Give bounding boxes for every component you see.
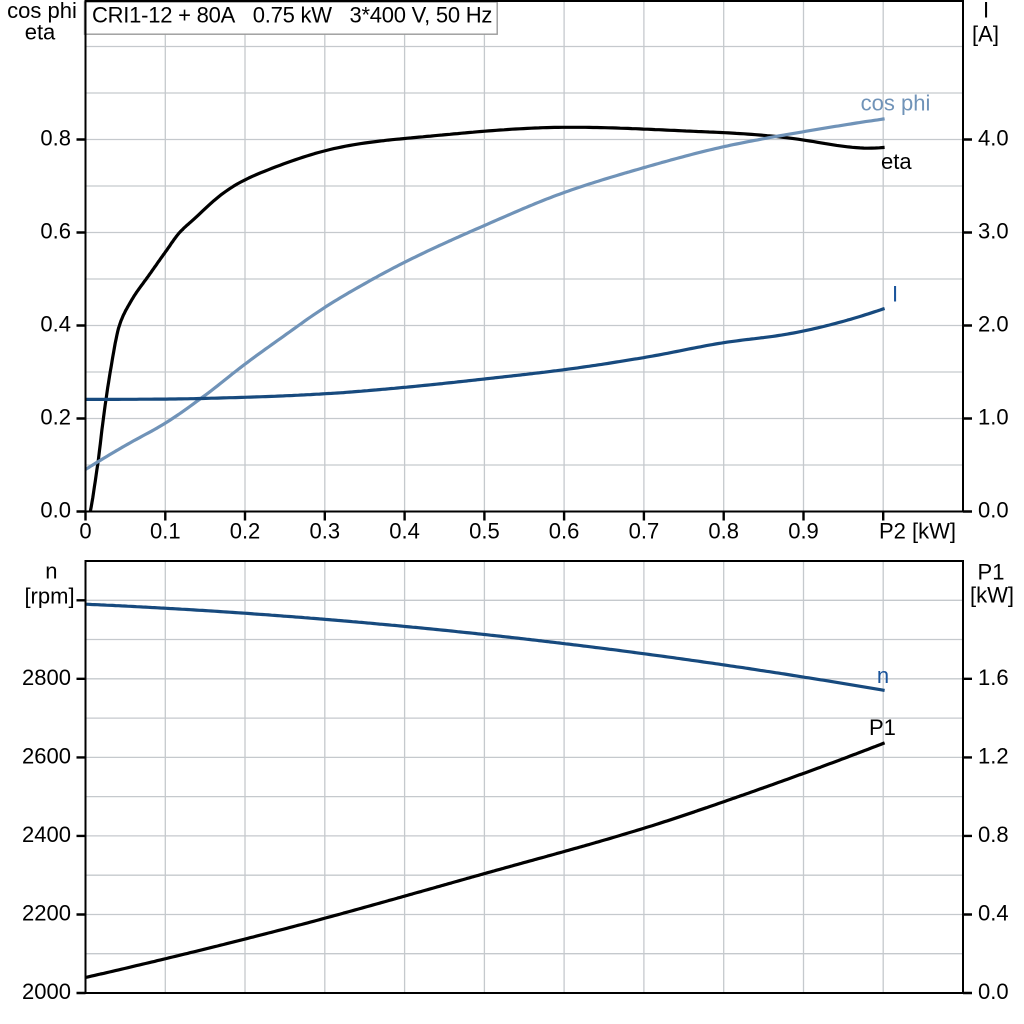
svg-text:0.4: 0.4 bbox=[978, 901, 1009, 926]
svg-text:2.0: 2.0 bbox=[978, 312, 1009, 337]
svg-text:0.6: 0.6 bbox=[40, 219, 71, 244]
svg-text:0.8: 0.8 bbox=[40, 126, 71, 151]
svg-text:0.6: 0.6 bbox=[549, 519, 580, 544]
svg-text:cos phi: cos phi bbox=[7, 0, 77, 23]
svg-text:0.0: 0.0 bbox=[978, 498, 1009, 523]
svg-text:0.3: 0.3 bbox=[310, 519, 341, 544]
svg-text:[kW]: [kW] bbox=[970, 583, 1014, 608]
svg-text:0.2: 0.2 bbox=[230, 519, 261, 544]
svg-text:CRI1-12 + 80A 0.75 kW 3*40: CRI1-12 + 80A 0.75 kW 3*400 V, 50 Hz bbox=[92, 3, 492, 28]
svg-text:2600: 2600 bbox=[22, 744, 71, 769]
svg-text:0.4: 0.4 bbox=[40, 312, 71, 337]
svg-text:0.9: 0.9 bbox=[788, 519, 819, 544]
svg-text:P1: P1 bbox=[869, 715, 896, 740]
svg-text:0.0: 0.0 bbox=[978, 979, 1009, 1004]
svg-text:0: 0 bbox=[79, 519, 91, 544]
svg-text:2000: 2000 bbox=[22, 979, 71, 1004]
svg-text:n: n bbox=[45, 559, 57, 584]
svg-text:0.0: 0.0 bbox=[40, 498, 71, 523]
svg-text:I: I bbox=[892, 282, 898, 307]
svg-text:eta: eta bbox=[25, 20, 56, 45]
svg-text:I: I bbox=[983, 0, 989, 23]
svg-text:P1: P1 bbox=[978, 559, 1005, 584]
svg-text:1.6: 1.6 bbox=[978, 665, 1009, 690]
svg-text:4.0: 4.0 bbox=[978, 126, 1009, 151]
svg-text:[rpm]: [rpm] bbox=[24, 584, 74, 609]
svg-text:2800: 2800 bbox=[22, 665, 71, 690]
svg-text:0.2: 0.2 bbox=[40, 405, 71, 430]
svg-text:0.4: 0.4 bbox=[389, 519, 420, 544]
svg-text:0.7: 0.7 bbox=[629, 519, 660, 544]
svg-text:0.1: 0.1 bbox=[150, 519, 181, 544]
svg-text:0.5: 0.5 bbox=[469, 519, 500, 544]
svg-text:cos phi: cos phi bbox=[861, 91, 931, 116]
svg-text:2400: 2400 bbox=[22, 822, 71, 847]
svg-text:n: n bbox=[877, 663, 889, 688]
svg-text:0.8: 0.8 bbox=[978, 822, 1009, 847]
svg-text:0.8: 0.8 bbox=[708, 519, 739, 544]
svg-text:P2 [kW]: P2 [kW] bbox=[879, 519, 956, 544]
svg-text:3.0: 3.0 bbox=[978, 219, 1009, 244]
svg-text:eta: eta bbox=[881, 149, 912, 174]
svg-text:1.0: 1.0 bbox=[978, 405, 1009, 430]
svg-text:2200: 2200 bbox=[22, 901, 71, 926]
svg-text:[A]: [A] bbox=[972, 22, 999, 47]
svg-text:1.2: 1.2 bbox=[978, 744, 1009, 769]
